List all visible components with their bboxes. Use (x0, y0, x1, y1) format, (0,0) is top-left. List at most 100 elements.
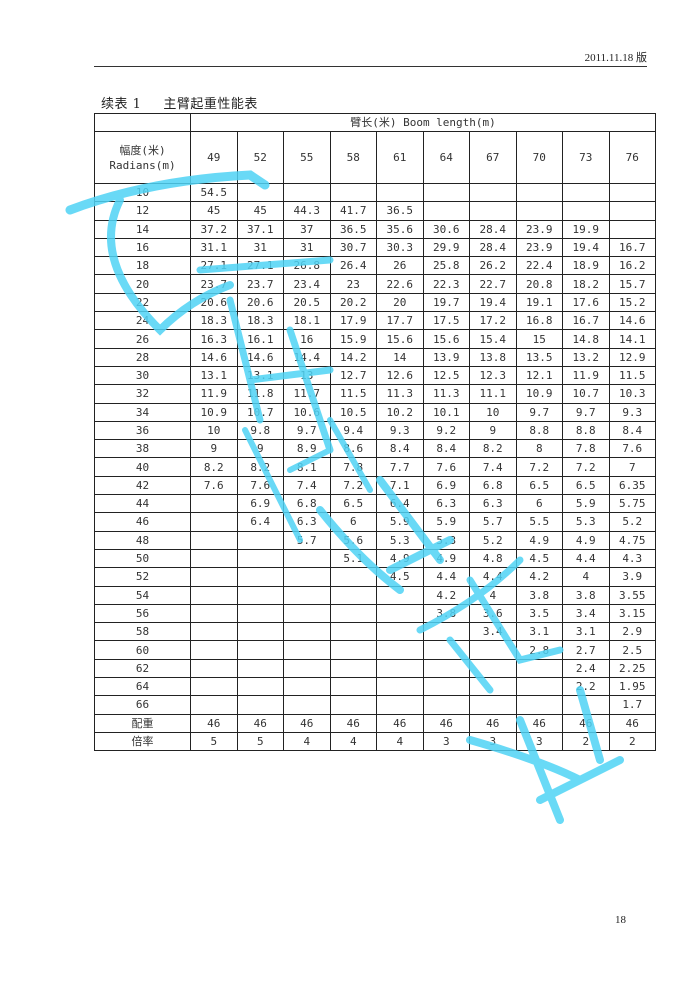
capacity-cell: 8.4 (376, 439, 424, 459)
boom-length-76: 76 (608, 131, 656, 184)
capacity-cell (236, 622, 284, 642)
capacity-cell: 10.7 (562, 384, 610, 404)
capacity-cell: 4.75 (608, 530, 656, 550)
capacity-cell (329, 622, 377, 642)
capacity-cell: 4 (329, 731, 377, 752)
capacity-cell (469, 677, 517, 697)
capacity-cell: 12.3 (469, 365, 517, 386)
capacity-cell: 17.5 (422, 311, 470, 331)
capacity-cell (329, 640, 377, 660)
radius-header-en: Radians(m) (109, 158, 176, 172)
capacity-cell (329, 585, 377, 605)
capacity-cell: 5.9 (422, 512, 470, 532)
radius-cell: 配重 (94, 713, 191, 733)
table-row: 28 14.6 14.6 14.4 14.2 14 13.9 13.8 13.5 13.2 12.9 (94, 347, 656, 367)
radius-cell: 30 (94, 365, 191, 386)
capacity-cell: 22.7 (469, 274, 517, 294)
capacity-cell: 8.4 (422, 439, 470, 459)
table-row: 34 10.9 10.7 10.6 10.5 10.2 10.1 10 9.7 9.7 9.3 (94, 402, 656, 422)
radius-cell: 54 (94, 585, 191, 605)
capacity-cell: 3.1 (562, 622, 610, 642)
capacity-cell: 4.5 (376, 567, 424, 587)
capacity-cell (329, 658, 377, 679)
table-row: 44 6.9 6.8 6.5 6.4 6.3 6.3 6 5.9 5.75 (94, 494, 656, 514)
boom-length-49: 49 (190, 131, 238, 184)
radius-cell: 32 (94, 384, 191, 404)
capacity-cell: 46 (562, 713, 610, 733)
capacity-cell: 2.5 (608, 640, 656, 660)
capacity-cell: 9 (190, 439, 238, 459)
radius-cell: 46 (94, 512, 191, 532)
table-row: 10 54.5 (94, 182, 656, 203)
capacity-cell: 4.2 (515, 567, 563, 587)
table-row: 66 1.7 (94, 695, 656, 715)
table-row: 58 3.4 3.1 3.1 2.9 (94, 622, 656, 642)
radius-cell: 56 (94, 603, 191, 624)
capacity-cell: 6.3 (283, 512, 331, 532)
capacity-cell: 6.5 (562, 475, 610, 496)
page-number: 18 (615, 914, 626, 926)
capacity-cell (190, 585, 238, 605)
capacity-cell: 11.9 (190, 384, 238, 404)
capacity-cell: 35.6 (376, 219, 424, 239)
capacity-cell (562, 695, 610, 715)
capacity-cell (329, 695, 377, 715)
capacity-cell (422, 182, 470, 203)
capacity-cell: 19.7 (422, 292, 470, 313)
capacity-cell (469, 695, 517, 715)
table-row: 36 10 9.8 9.7 9.4 9.3 9.2 9 8.8 8.8 8.4 (94, 420, 656, 441)
capacity-cell: 46 (236, 713, 284, 733)
capacity-cell: 17.6 (562, 292, 610, 313)
table-number: 续表 1 (101, 97, 142, 112)
capacity-cell: 8.2 (236, 457, 284, 477)
boom-length-row: 幅度(米) Radians(m) 49 52 55 58 61 64 67 70 73 76 (94, 131, 656, 184)
capacity-cell (376, 677, 424, 697)
capacity-cell: 8.9 (283, 439, 331, 459)
capacity-cell: 1.7 (608, 695, 656, 715)
radius-cell: 20 (94, 274, 191, 294)
capacity-cell: 8 (515, 439, 563, 459)
capacity-cell: 18.3 (190, 311, 238, 331)
capacity-cell: 22.4 (515, 256, 563, 276)
radius-cell: 48 (94, 530, 191, 550)
capacity-cell (190, 677, 238, 697)
capacity-cell (329, 677, 377, 697)
capacity-cell: 16 (283, 329, 331, 349)
capacity-cell: 4 (283, 731, 331, 752)
capacity-cell: 41.7 (329, 201, 377, 221)
capacity-cell: 6.35 (608, 475, 656, 496)
table-row: 12 45 45 44.3 41.7 36.5 (94, 201, 656, 221)
capacity-cell (190, 695, 238, 715)
capacity-cell: 23.4 (283, 274, 331, 294)
capacity-cell: 18.2 (562, 274, 610, 294)
capacity-cell: 3.8 (422, 603, 470, 624)
radius-cell: 16 (94, 237, 191, 258)
capacity-cell (515, 677, 563, 697)
capacity-cell: 7.8 (562, 439, 610, 459)
capacity-cell (190, 640, 238, 660)
capacity-cell: 10.6 (283, 402, 331, 422)
capacity-cell: 10 (469, 402, 517, 422)
capacity-cell: 13 (283, 365, 331, 386)
capacity-cell: 10.9 (515, 384, 563, 404)
table-caption: 续表 1 主臂起重性能表 (101, 93, 258, 112)
capacity-cell: 9.4 (329, 420, 377, 441)
capacity-cell: 46 (376, 713, 424, 733)
capacity-cell (283, 585, 331, 605)
capacity-cell (190, 603, 238, 624)
capacity-cell: 14.1 (608, 329, 656, 349)
header-divider (94, 66, 647, 67)
capacity-cell (376, 603, 424, 624)
capacity-cell: 5.3 (376, 530, 424, 550)
capacity-cell: 10.5 (329, 402, 377, 422)
capacity-cell: 7.6 (190, 475, 238, 496)
capacity-cell: 20.2 (329, 292, 377, 313)
capacity-cell: 9.7 (515, 402, 563, 422)
table-row: 26 16.3 16.1 16 15.9 15.6 15.6 15.4 15 14.8 14.1 (94, 329, 656, 349)
capacity-cell: 46 (515, 713, 563, 733)
capacity-cell: 3 (422, 731, 470, 752)
capacity-cell: 6.9 (422, 475, 470, 496)
table-row: 56 3.8 3.6 3.5 3.4 3.15 (94, 603, 656, 624)
capacity-cell: 5.1 (329, 548, 377, 569)
capacity-cell: 3.1 (515, 622, 563, 642)
